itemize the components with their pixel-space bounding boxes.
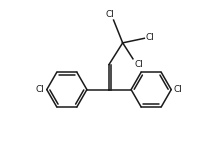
Text: Cl: Cl <box>35 85 44 94</box>
Text: Cl: Cl <box>106 10 115 19</box>
Text: Cl: Cl <box>134 60 143 69</box>
Text: Cl: Cl <box>145 33 154 42</box>
Text: Cl: Cl <box>174 85 183 94</box>
